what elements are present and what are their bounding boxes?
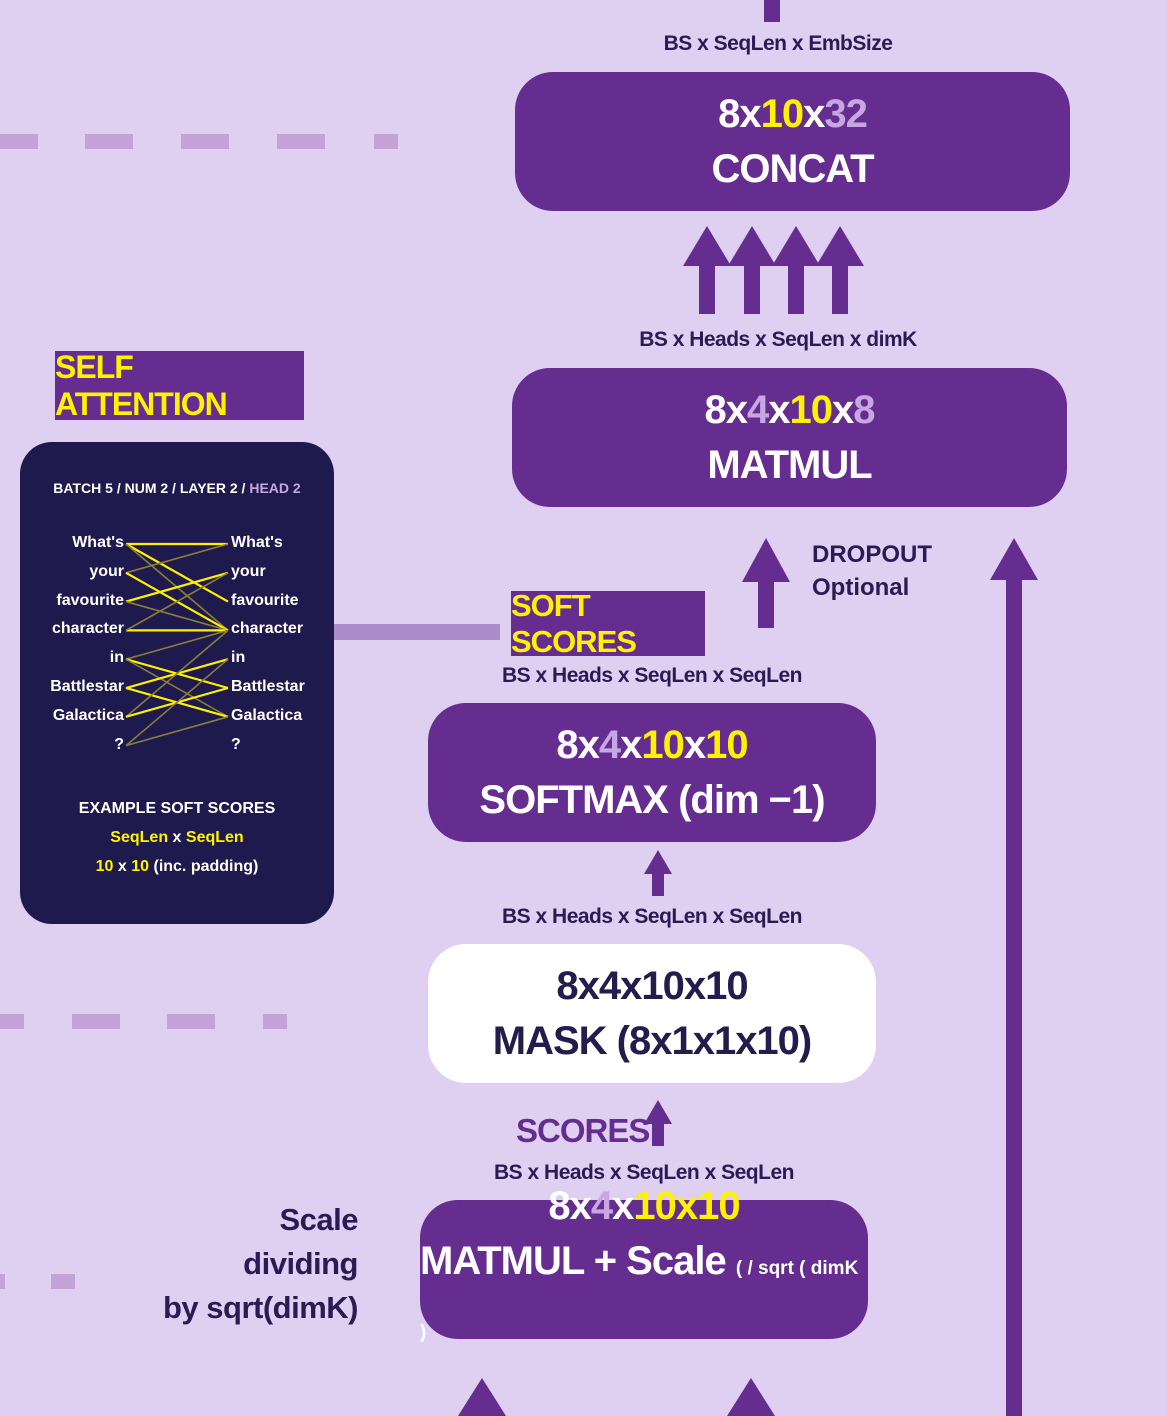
dashed-separator <box>277 134 325 149</box>
token-left: What's <box>72 534 124 551</box>
token-right: favourite <box>231 591 299 609</box>
dashed-separator <box>374 134 398 149</box>
scale-note: Scale dividing by sqrt(dimK) <box>163 1202 359 1325</box>
attention-link <box>125 543 229 574</box>
token-left: character <box>51 620 124 638</box>
arrow-up-icon <box>458 1378 506 1416</box>
arrow-up-icon <box>816 226 864 314</box>
softmax-op: SOFTMAX (dim −1) <box>479 777 825 822</box>
token-right: ? <box>231 735 241 753</box>
token-right: Galactica <box>231 706 303 724</box>
attention-lines <box>125 542 229 747</box>
matmul-block: 8x4x10x8 MATMUL <box>512 368 1067 507</box>
matmul-shape-label: BS x Heads x SeqLen x dimK <box>639 328 917 351</box>
token-left: Galactica <box>52 706 124 724</box>
attention-panel-header: BATCH 5 / NUM 2 / LAYER 2 / HEAD 2 <box>53 480 301 496</box>
attention-link <box>125 600 229 632</box>
matmul-dims: 8x4x10x8 <box>704 387 876 432</box>
attention-link <box>125 571 229 603</box>
example-size: 10 x 10 (inc. padding) <box>95 858 259 875</box>
attention-link <box>125 572 229 632</box>
token-left: favourite <box>56 591 124 609</box>
concat-dims: 8x10x32 <box>718 91 868 136</box>
scores-shape-label: BS x Heads x SeqLen x SeqLen <box>494 1161 794 1184</box>
dashed-separator <box>85 134 133 149</box>
example-title: EXAMPLE SOFT SCORES <box>78 800 276 817</box>
concat-block: 8x10x32 CONCAT <box>515 72 1070 211</box>
self-attention-title: SELF ATTENTION <box>55 349 304 422</box>
soft-scores-shape-label: BS x Heads x SeqLen x SeqLen <box>502 664 802 687</box>
arrow-up-icon <box>644 850 672 896</box>
dashed-separator <box>0 1014 24 1029</box>
token-right: What's <box>231 534 283 551</box>
panel-connector <box>334 624 500 640</box>
scores-tag: SCORES <box>516 1112 650 1149</box>
token-right: your <box>231 562 266 580</box>
token-left: ? <box>114 735 124 753</box>
dashed-separator <box>0 1274 5 1289</box>
dropout-label: DROPOUT Optional <box>812 541 932 601</box>
matmul-scale-dims: 8x4x10x10 <box>548 1183 740 1228</box>
attention-link <box>125 716 229 747</box>
dashed-separator <box>167 1014 215 1029</box>
softmax-dims: 8x4x10x10 <box>556 722 748 767</box>
matmul-scale-block: 8x4x10x10 MATMUL + Scale ( / sqrt ( dimK… <box>420 1184 868 1343</box>
dashed-separator <box>263 1014 287 1029</box>
dashed-separator <box>181 134 229 149</box>
softmax-block: 8x4x10x10 SOFTMAX (dim −1) <box>428 703 876 842</box>
arrow-up-icon <box>990 538 1038 1416</box>
matmul-scale-op: MATMUL + Scale ( / sqrt ( dimK ) <box>420 1238 859 1343</box>
concat-shape-label: BS x SeqLen x EmbSize <box>663 32 893 55</box>
mask-dims: 8x4x10x10 <box>556 963 748 1008</box>
attention-link <box>125 658 229 718</box>
top-connector <box>764 0 780 22</box>
soft-scores-tag: SOFT SCORES <box>511 588 705 659</box>
concat-op: CONCAT <box>711 146 874 191</box>
attention-link <box>125 658 229 747</box>
arrow-up-icon <box>683 226 731 314</box>
matmul-scale-suffix: ( / sqrt ( dimK ) <box>420 1257 859 1343</box>
arrow-up-icon <box>742 538 790 628</box>
token-left: in <box>109 649 124 667</box>
token-left: Battlestar <box>50 678 124 695</box>
token-right: character <box>231 620 304 638</box>
arrow-up-icon <box>644 1100 672 1146</box>
token-left: your <box>89 562 124 580</box>
dashed-separator <box>0 134 38 149</box>
dashed-separator <box>51 1274 75 1289</box>
attention-link <box>125 543 229 603</box>
attention-link <box>125 629 229 718</box>
matmul-op: MATMUL <box>707 442 872 487</box>
mask-shape-label: BS x Heads x SeqLen x SeqLen <box>502 905 802 928</box>
token-right: Battlestar <box>231 678 305 695</box>
dashed-separator <box>72 1014 120 1029</box>
token-right: in <box>231 649 246 667</box>
mask-op: MASK (8x1x1x10) <box>492 1018 812 1063</box>
attention-panel: BATCH 5 / NUM 2 / LAYER 2 / HEAD 2 What'… <box>20 442 334 924</box>
example-seq: SeqLen x SeqLen <box>110 829 244 846</box>
mask-block: 8x4x10x10 MASK (8x1x1x10) <box>428 944 876 1083</box>
arrow-up-icon <box>728 226 776 314</box>
arrow-up-icon <box>772 226 820 314</box>
arrow-up-icon <box>727 1378 775 1416</box>
attention-link <box>125 629 229 660</box>
